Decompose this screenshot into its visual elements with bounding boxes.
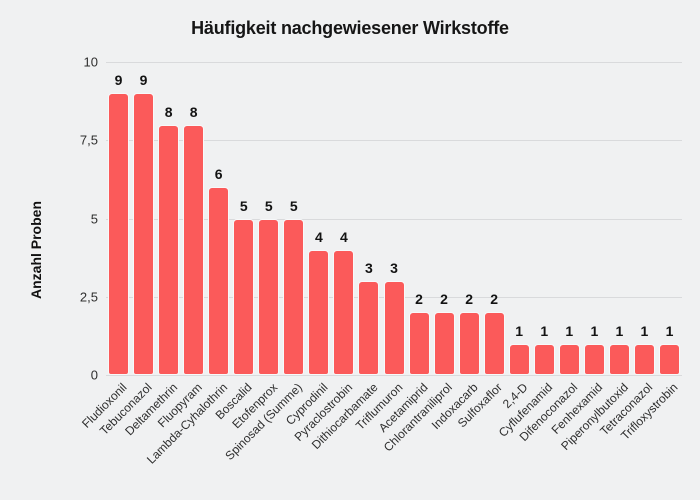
bar-value-label: 3 [365, 260, 373, 277]
bar[interactable] [358, 281, 380, 375]
bar-value-label: 6 [214, 166, 223, 183]
bar[interactable] [558, 343, 580, 375]
bar[interactable] [208, 187, 230, 375]
y-tick-label: 0 [90, 367, 98, 383]
bar[interactable] [233, 218, 255, 375]
bar[interactable] [333, 249, 355, 375]
bar[interactable] [408, 312, 430, 375]
bar-value-label: 2 [465, 291, 474, 308]
bar[interactable] [133, 93, 155, 375]
bar-value-label: 2 [415, 291, 423, 308]
bar-value-label: 9 [139, 72, 148, 89]
bar[interactable] [433, 312, 455, 375]
gridline [106, 62, 682, 63]
bar[interactable] [458, 312, 480, 375]
bar[interactable] [183, 124, 205, 375]
y-tick-label: 5 [90, 211, 98, 226]
bar-value-label: 4 [314, 228, 323, 245]
bar-value-label: 1 [540, 322, 549, 339]
bar-value-label: 5 [289, 197, 298, 214]
bar-value-label: 1 [665, 322, 674, 339]
bar-value-label: 1 [515, 322, 524, 339]
bar[interactable] [308, 249, 330, 375]
gridline [106, 218, 682, 220]
bar[interactable] [633, 343, 655, 375]
y-tick-label: 7,5 [79, 132, 98, 148]
bar-value-label: 1 [590, 322, 599, 339]
bar-value-label: 2 [490, 291, 499, 308]
bar-value-label: 1 [640, 322, 649, 339]
y-tick-label: 2,5 [79, 289, 98, 305]
bar-value-label: 8 [189, 103, 198, 120]
bar-value-label: 2 [440, 291, 448, 308]
bar[interactable] [583, 343, 605, 375]
bar[interactable] [658, 343, 680, 375]
bar[interactable] [158, 124, 180, 375]
bar-value-label: 1 [615, 322, 624, 339]
bar-value-label: 9 [114, 72, 123, 89]
bar[interactable] [383, 281, 405, 375]
bar[interactable] [608, 343, 630, 375]
bar-value-label: 5 [239, 197, 248, 214]
bar[interactable] [108, 93, 130, 375]
y-tick-label: 10 [83, 54, 98, 70]
bar-value-label: 3 [390, 260, 398, 277]
gridline [106, 375, 682, 376]
bar[interactable] [258, 218, 280, 375]
bar-value-label: 5 [264, 197, 273, 214]
bar[interactable] [483, 312, 505, 375]
bar-value-label: 1 [565, 322, 574, 339]
bar-value-label: 4 [340, 228, 348, 245]
bar-value-label: 8 [164, 103, 173, 120]
bar[interactable] [533, 343, 555, 375]
gridline [106, 140, 682, 142]
chart-title: Häufigkeit nachgewiesener Wirkstoffe [191, 18, 509, 38]
bar[interactable] [508, 343, 530, 375]
bar[interactable] [283, 218, 305, 375]
